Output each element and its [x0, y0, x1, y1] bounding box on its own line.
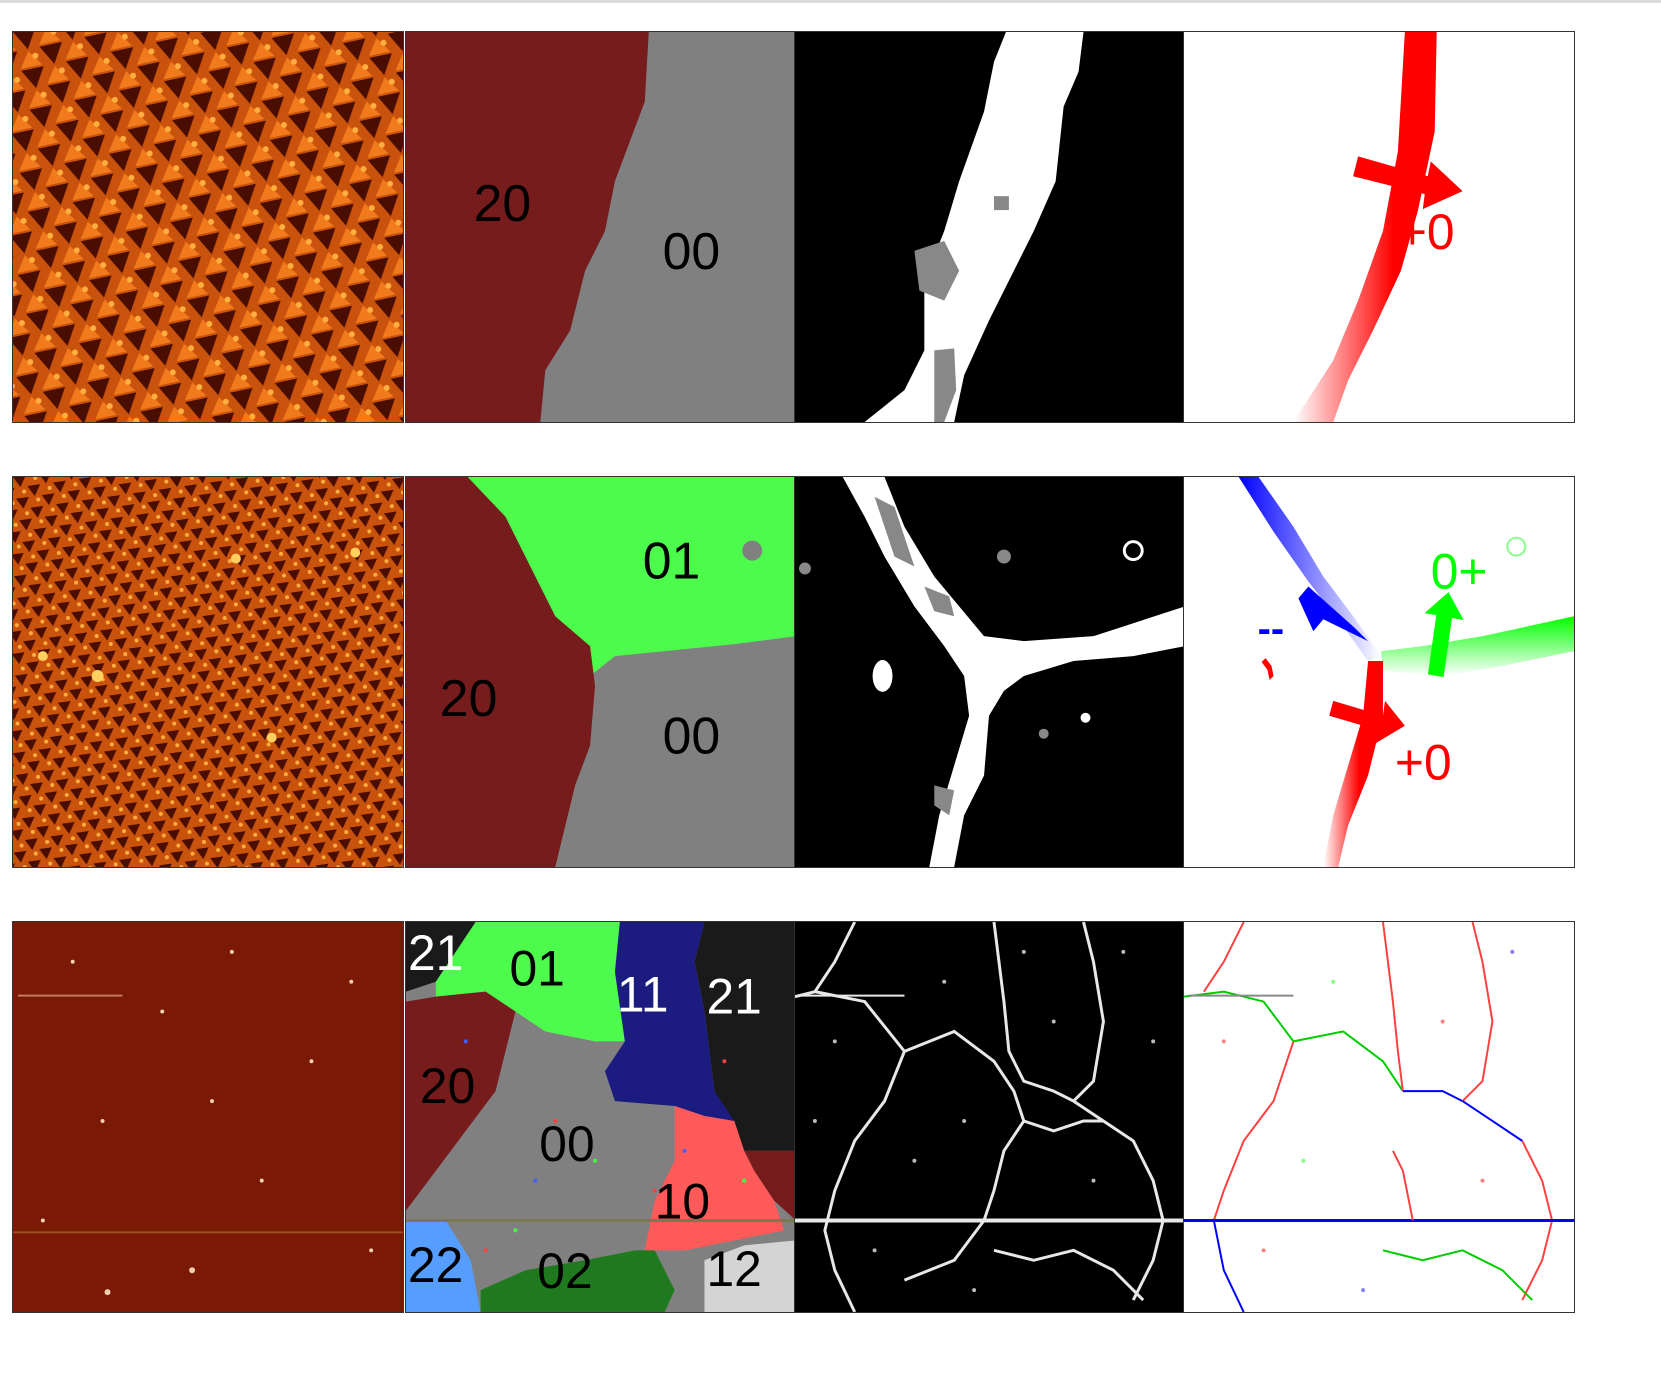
stm-image-row1	[12, 31, 404, 423]
domain-map-row1: 20 00	[405, 31, 797, 423]
domain-map-row2: 01 20 00	[405, 476, 797, 868]
domain-label: 21	[706, 969, 761, 1025]
arrow-label: +0	[1398, 204, 1455, 260]
stm-image-row3	[12, 921, 404, 1313]
wall-mask-row1	[794, 31, 1186, 423]
top-divider	[0, 0, 1661, 3]
wall-mask-row3	[794, 921, 1186, 1313]
wall-direction-row1: +0	[1183, 31, 1575, 423]
arrow-label: +0	[1395, 734, 1452, 790]
domain-label: 20	[420, 1058, 475, 1114]
domain-label: 20	[474, 174, 532, 232]
domain-label: 20	[440, 669, 498, 727]
domain-label: 21	[408, 925, 463, 981]
domain-label: 00	[663, 707, 721, 765]
domain-label: 00	[539, 1116, 594, 1172]
arrow-label: 0+	[1431, 543, 1488, 599]
wall-direction-row2: -- 0+ +0	[1183, 476, 1575, 868]
domain-label: 01	[643, 531, 701, 589]
domain-label: 00	[663, 222, 721, 280]
stm-image-row2	[12, 476, 404, 868]
arrow-label: --	[1258, 607, 1285, 651]
domain-label: 11	[617, 967, 669, 1023]
domain-label: 12	[706, 1241, 761, 1297]
wall-mask-row2	[794, 476, 1186, 868]
domain-label: 02	[537, 1243, 592, 1299]
wall-direction-row3	[1183, 921, 1575, 1313]
domain-map-row3: 21 01 11 21 20 00 10 22 02 12	[405, 921, 797, 1313]
domain-label: 10	[655, 1173, 710, 1229]
domain-label: 22	[408, 1237, 463, 1293]
domain-label: 01	[509, 941, 564, 997]
